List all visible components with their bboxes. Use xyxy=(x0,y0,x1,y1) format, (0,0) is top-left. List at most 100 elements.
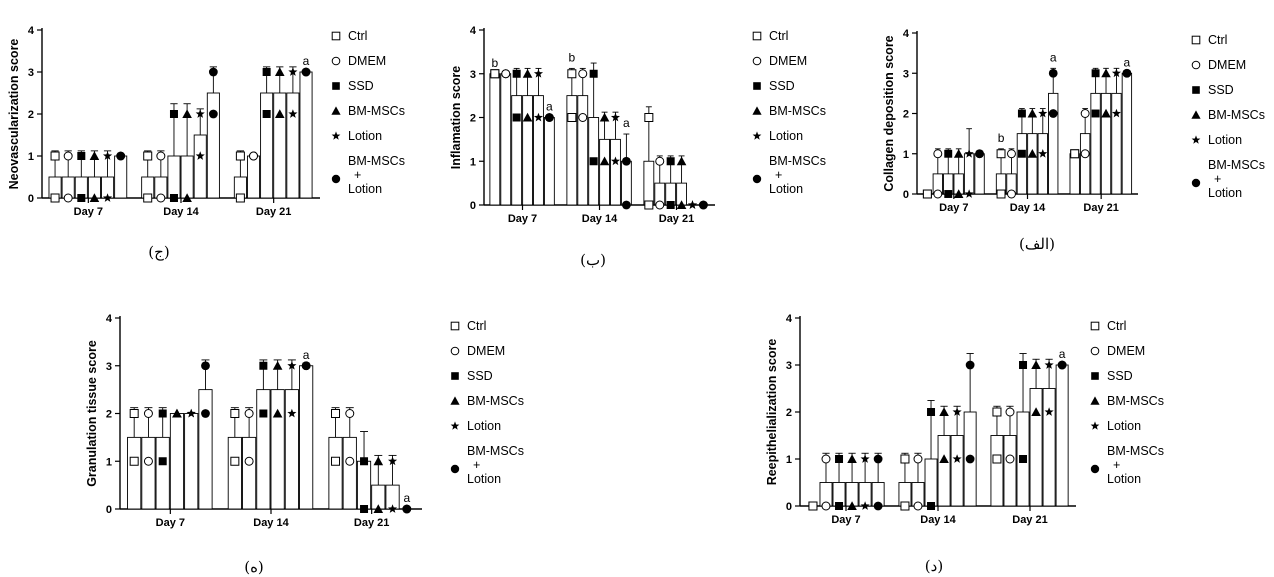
significance-label: a xyxy=(303,54,310,68)
data-point-lotion xyxy=(195,151,205,160)
data-point-ssd xyxy=(835,502,844,510)
data-point-bm-mscs xyxy=(89,151,100,160)
panel-label: (ه) xyxy=(244,558,264,576)
data-point-bm-mscs-lotion xyxy=(873,454,883,464)
data-point-dmem xyxy=(143,409,153,418)
x-tick-label-day-7: Day 7 xyxy=(156,517,185,529)
legend-marker-bm-mscs-lotion xyxy=(450,464,460,474)
data-point-dmem xyxy=(913,454,923,464)
data-point-bm-mscs-lotion xyxy=(1057,360,1067,370)
bar-bm-mscs-lotion-day-7 xyxy=(543,117,555,206)
bar-bm-mscs-day-7 xyxy=(169,413,185,510)
legend-label-lotion: Lotion xyxy=(1107,419,1141,433)
data-point-lotion xyxy=(860,501,870,510)
y-tick-label: 3 xyxy=(28,67,34,79)
bar-ctrl-day-14 xyxy=(227,436,242,510)
data-point-dmem xyxy=(1007,149,1016,159)
x-tick-label-day-14: Day 14 xyxy=(163,206,199,218)
bar-ctrl-day-7 xyxy=(127,436,142,510)
data-point-lotion xyxy=(287,408,297,418)
chart-panel-3: 0 1 2 3 4 Collagen deposition score Day 7 Day 1… xyxy=(882,28,1265,253)
legend-label-ssd: SSD xyxy=(467,369,493,383)
legend-label-bm-mscs: BM-MSCs xyxy=(1208,108,1265,122)
data-point-ssd xyxy=(169,194,178,202)
data-point-lotion xyxy=(1111,68,1121,78)
y-tick-label: 3 xyxy=(106,361,112,373)
data-point-ctrl xyxy=(1070,149,1080,159)
data-point-ssd xyxy=(77,194,86,202)
panel-label: (د) xyxy=(925,557,943,575)
data-point-dmem xyxy=(933,149,943,159)
legend-marker-lotion xyxy=(1090,421,1100,430)
data-point-ssd xyxy=(589,157,598,166)
data-point-lotion xyxy=(1038,148,1048,158)
data-point-lotion xyxy=(952,407,962,416)
y-tick-label: 4 xyxy=(470,25,477,37)
bar-ssd-day-14 xyxy=(167,155,181,199)
data-point-ctrl xyxy=(992,407,1002,417)
data-point-bm-mscs xyxy=(847,454,857,463)
bar-ssd-day-21 xyxy=(260,92,274,199)
legend: Ctrl DMEM SSD BM-MSCs Lotion BM-MSCs + Lotion xyxy=(1191,33,1265,200)
y-tick-label: 0 xyxy=(786,501,792,513)
legend-marker-ctrl xyxy=(752,31,762,41)
data-point-bm-mscs-lotion xyxy=(873,501,883,511)
data-point-dmem xyxy=(578,113,588,122)
data-point-bm-mscs-lotion xyxy=(116,151,126,161)
legend-label-ssd: SSD xyxy=(769,79,795,93)
data-point-ctrl xyxy=(992,454,1002,464)
data-point-dmem xyxy=(821,454,831,464)
data-point-ctrl xyxy=(235,151,245,161)
data-point-lotion xyxy=(687,200,698,209)
bar-dmem-day-21 xyxy=(1079,133,1091,195)
data-point-ctrl xyxy=(143,151,153,161)
legend-marker-lotion xyxy=(450,421,460,430)
data-point-ctrl xyxy=(490,69,500,79)
bar-ctrl-day-21 xyxy=(328,436,343,510)
bar-lotion-day-7 xyxy=(963,153,975,195)
data-point-ctrl xyxy=(50,151,60,161)
bar-lotion-day-14 xyxy=(950,435,964,507)
data-point-bm-mscs xyxy=(939,454,949,463)
bar-ctrl-day-14 xyxy=(566,95,578,206)
data-point-bm-mscs xyxy=(953,148,964,158)
data-point-ctrl xyxy=(129,456,139,466)
bar-bm-mscs-lotion-day-21 xyxy=(1121,72,1133,195)
y-tick-label: 4 xyxy=(786,313,793,325)
legend-marker-ctrl xyxy=(1090,321,1100,331)
data-point-ssd xyxy=(77,152,86,160)
legend-label-ctrl: Ctrl xyxy=(348,29,367,43)
data-point-lotion xyxy=(1044,360,1054,369)
legend-label-ctrl: Ctrl xyxy=(1107,319,1126,333)
data-point-ssd xyxy=(360,505,369,513)
bar-lotion-day-14 xyxy=(193,134,207,199)
legend-marker-bm-mscs xyxy=(1090,396,1100,405)
x-tick-label-day-7: Day 7 xyxy=(508,213,537,225)
x-tick-label-day-21: Day 21 xyxy=(256,206,291,218)
legend-marker-bm-mscs-lotion xyxy=(1090,464,1100,474)
bar-bm-mscs-lotion-day-7 xyxy=(974,153,985,195)
data-point-ssd xyxy=(666,157,675,166)
data-point-dmem xyxy=(244,456,254,466)
data-point-ssd xyxy=(1017,109,1026,118)
data-point-bm-mscs-lotion xyxy=(698,200,708,210)
data-point-lotion xyxy=(610,156,621,166)
y-tick-label: 1 xyxy=(786,454,792,466)
bar-ssd-day-21 xyxy=(1090,92,1101,195)
data-point-bm-mscs xyxy=(1027,148,1038,158)
data-point-bm-mscs xyxy=(1101,108,1111,118)
data-point-bm-mscs xyxy=(172,408,182,418)
legend-marker-lotion xyxy=(752,131,762,140)
legend-marker-lotion xyxy=(1191,135,1201,144)
significance-label: a xyxy=(1050,50,1057,64)
legend-marker-ctrl xyxy=(450,321,460,331)
bar-lotion-day-14 xyxy=(610,138,621,206)
legend: Ctrl DMEM SSD BM-MSCs Lotion BM-MSCs + Lotion xyxy=(331,29,405,196)
y-tick-label: 1 xyxy=(106,456,112,468)
data-point-ssd xyxy=(262,110,271,118)
data-point-dmem xyxy=(249,151,259,161)
data-point-bm-mscs-lotion xyxy=(544,113,554,122)
bar-lotion-day-14 xyxy=(284,389,299,510)
panel-label: (ب) xyxy=(580,251,606,269)
data-point-ctrl xyxy=(922,189,932,199)
